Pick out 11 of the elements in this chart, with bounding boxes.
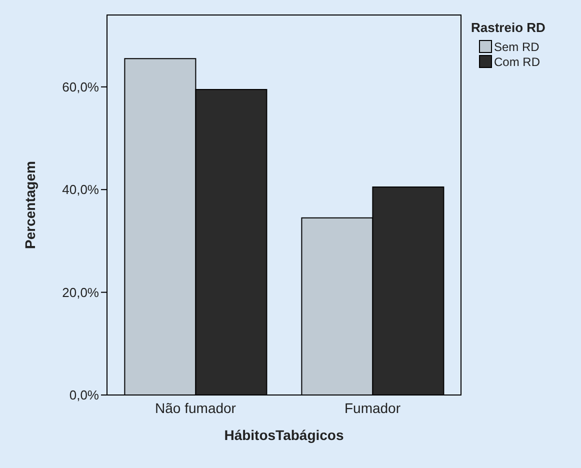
x-tick-label: Não fumador bbox=[155, 400, 236, 416]
y-tick-label: 40,0% bbox=[62, 182, 100, 198]
y-tick-label: 60,0% bbox=[62, 80, 100, 95]
legend-title: Rastreio RD bbox=[471, 20, 546, 35]
y-tick-label: 0,0% bbox=[69, 388, 100, 403]
legend-label: Sem RD bbox=[493, 39, 540, 54]
x-tick-label: Fumador bbox=[344, 400, 401, 416]
legend-label: Com RD bbox=[493, 54, 542, 69]
y-tick-label: 20,0% bbox=[62, 284, 100, 300]
y-axis-title: Percentagem bbox=[22, 161, 38, 249]
x-axis-title: HábitosTabágicos bbox=[224, 427, 344, 443]
